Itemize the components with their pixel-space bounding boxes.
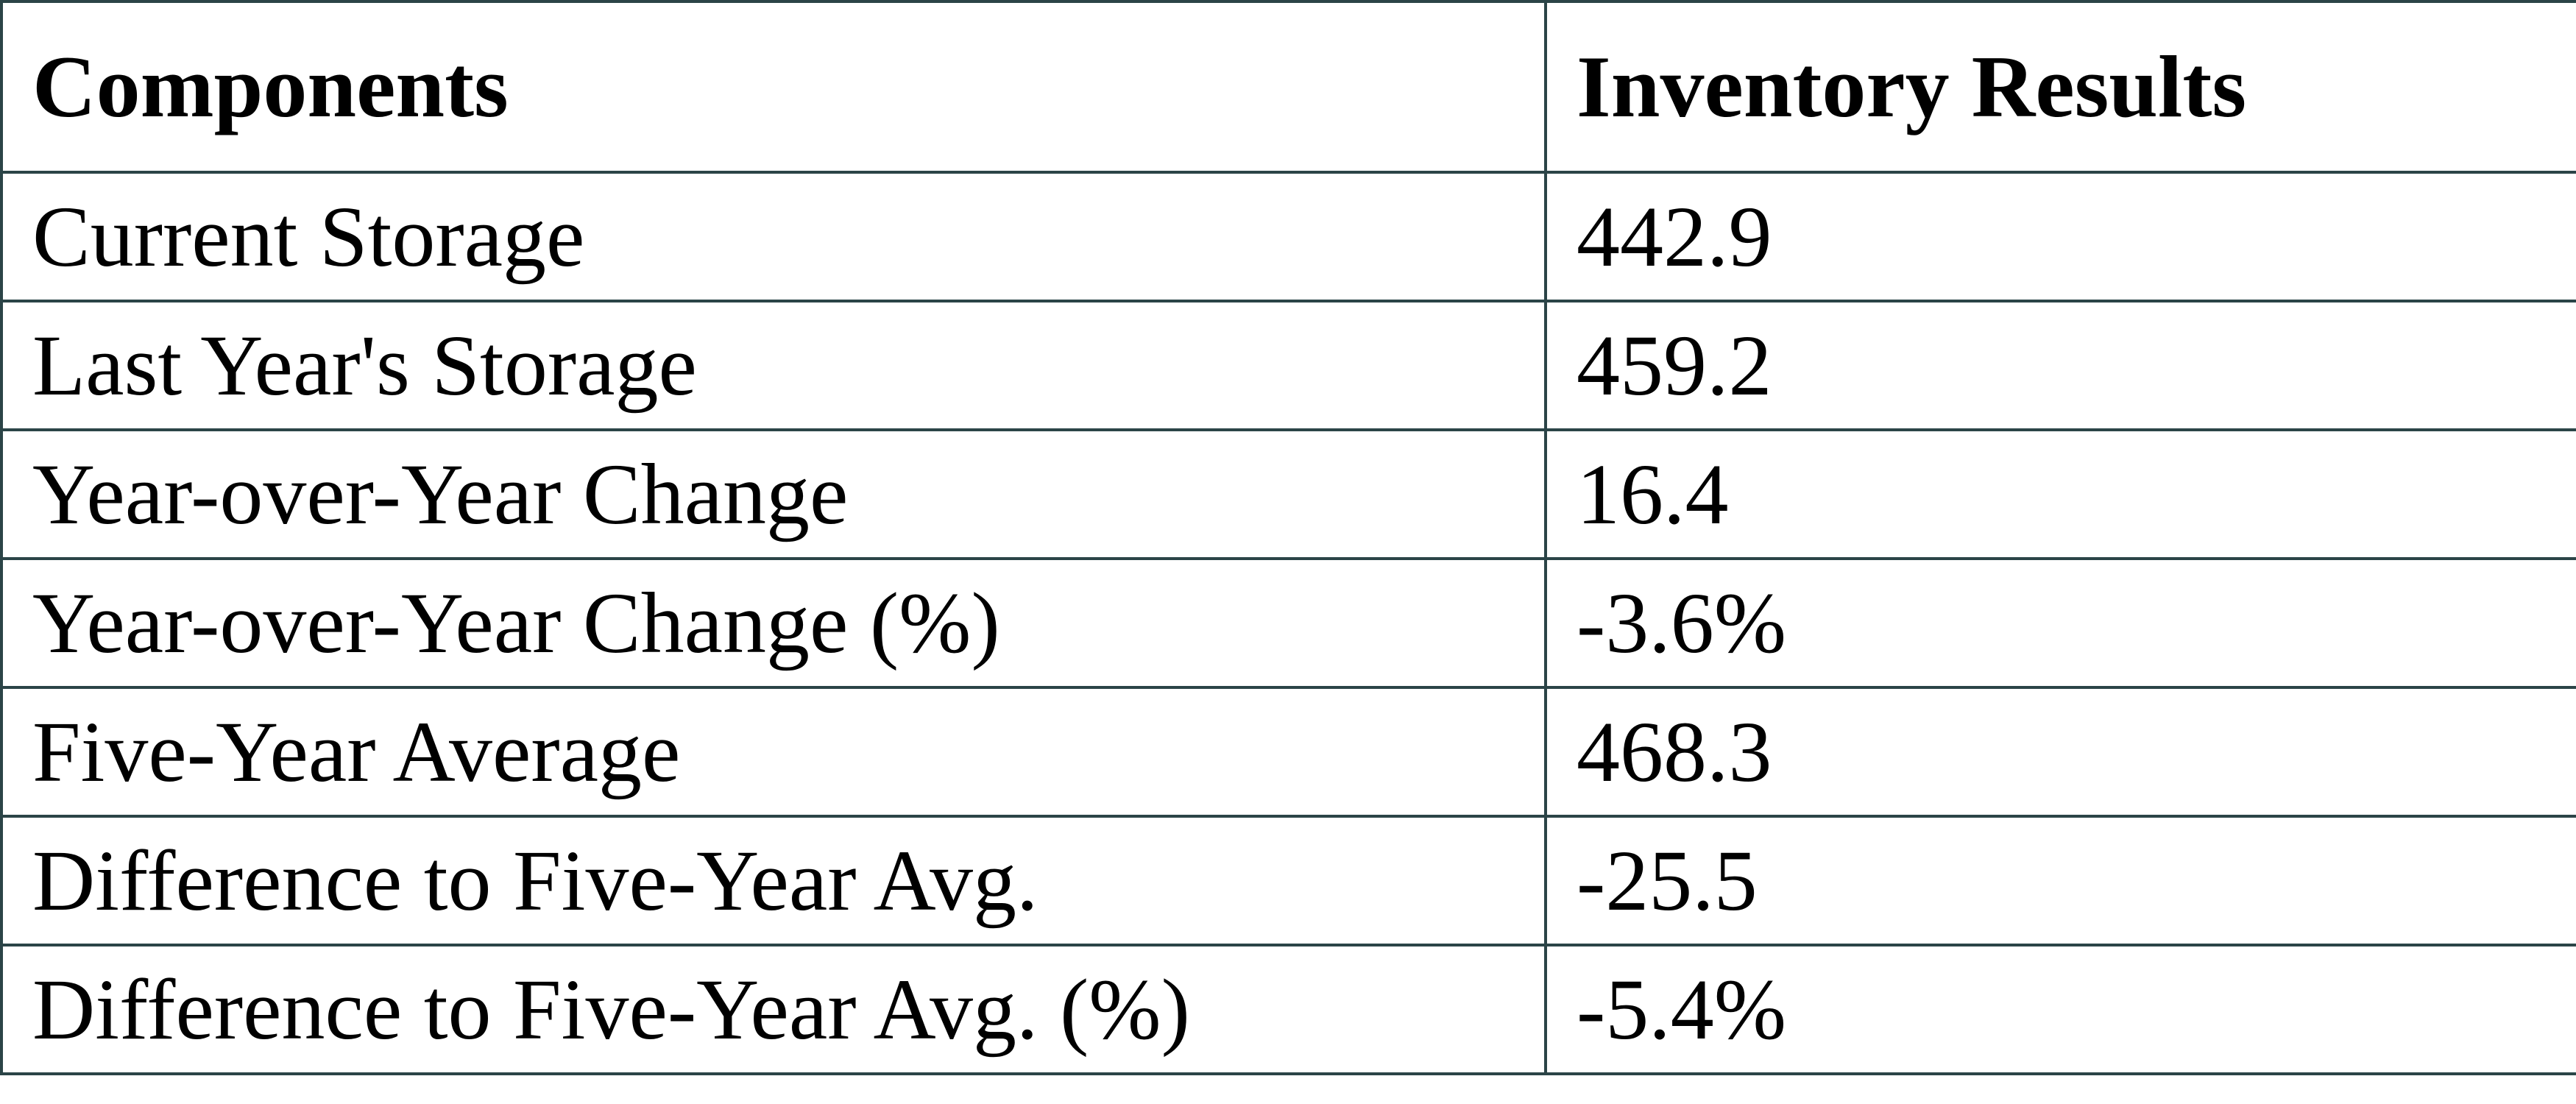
component-cell: Last Year's Storage bbox=[0, 300, 1547, 431]
result-cell: 16.4 bbox=[1544, 428, 2576, 560]
component-cell: Year-over-Year Change bbox=[0, 428, 1547, 560]
table-row: Year-over-Year Change 16.4 bbox=[0, 428, 2576, 560]
header-cell: Inventory Results bbox=[1544, 0, 2576, 174]
table-row: Year-over-Year Change (%) -3.6% bbox=[0, 557, 2576, 689]
component-cell: Five-Year Average bbox=[0, 686, 1547, 818]
inventory-table: Components Inventory Results Current Stor… bbox=[0, 0, 2576, 1075]
table-row: Current Storage 442.9 bbox=[0, 171, 2576, 302]
result-cell: 459.2 bbox=[1544, 300, 2576, 431]
table-row: Last Year's Storage 459.2 bbox=[0, 300, 2576, 431]
result-cell: 442.9 bbox=[1544, 171, 2576, 302]
table-header: Components Inventory Results bbox=[0, 0, 2576, 174]
result-cell: -3.6% bbox=[1544, 557, 2576, 689]
result-cell: 468.3 bbox=[1544, 686, 2576, 818]
component-cell: Current Storage bbox=[0, 171, 1547, 302]
table-row: Five-Year Average 468.3 bbox=[0, 686, 2576, 818]
component-cell: Year-over-Year Change (%) bbox=[0, 557, 1547, 689]
table-row: Difference to Five-Year Avg. -25.5 bbox=[0, 815, 2576, 946]
component-cell: Difference to Five-Year Avg. bbox=[0, 815, 1547, 946]
result-cell: -5.4% bbox=[1544, 944, 2576, 1075]
result-cell: -25.5 bbox=[1544, 815, 2576, 946]
header-cell: Components bbox=[0, 0, 1547, 174]
component-cell: Difference to Five-Year Avg. (%) bbox=[0, 944, 1547, 1075]
table-body: Current Storage 442.9 Last Year's Storage 4… bbox=[0, 171, 2576, 1075]
header-row: Components Inventory Results bbox=[0, 0, 2576, 174]
table-row: Difference to Five-Year Avg. (%) -5.4% bbox=[0, 944, 2576, 1075]
